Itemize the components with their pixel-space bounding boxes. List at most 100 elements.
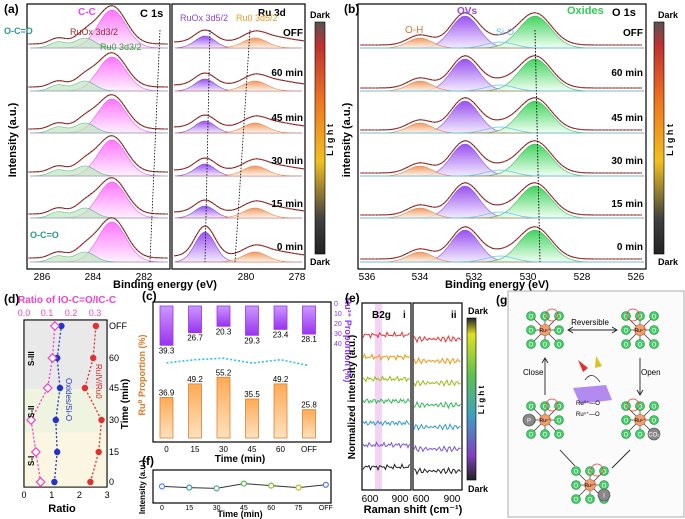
c1s-envelope (28, 217, 168, 259)
raman-line-ii (413, 400, 461, 410)
ruox-annotation: RuOx 3d3/2 (70, 27, 118, 37)
d-ylabel: Time (min) (120, 379, 131, 429)
g-ru-label: Ruⁿ⁺ (540, 418, 551, 424)
f-x-tick: OFF (319, 505, 333, 512)
a-time-label: 45 min (271, 113, 303, 124)
d-point (95, 448, 102, 456)
e-colorbar-light: L i g h t (477, 386, 486, 415)
g-reversible: Reversible (571, 318, 609, 327)
d-y-tick: OFF (109, 321, 127, 331)
d-point (56, 384, 64, 392)
g-oxygen-label: O (543, 315, 548, 321)
c-ylabel-left: Ru⁰ Proportion (%) (137, 335, 147, 416)
f-x-tick: 45 (240, 505, 248, 512)
f-x-tick: 30 (213, 505, 221, 512)
c1s-fit (28, 135, 168, 173)
g-oxygen-atom (635, 339, 645, 349)
b-colorbar (653, 21, 665, 255)
ru0-bar-label: 36.9 (159, 388, 175, 397)
oco-peak (30, 165, 168, 177)
e-sub-i: i (403, 310, 406, 321)
d-y-tick: 45 (109, 383, 119, 393)
b-ylabel: intensity (a.u.) (341, 102, 353, 177)
panel-b: (b) O 1s OVs Oxides O-H Si-O OFF 60 min 45… (341, 2, 679, 291)
ru3-bar (188, 305, 202, 334)
g-oxygen-label: O (638, 433, 643, 439)
ru3-bar (245, 305, 259, 336)
g-oxygen-label: O (652, 419, 657, 425)
g-oxygen-label: O (652, 315, 657, 321)
c1s-frame (26, 3, 171, 270)
b2g-label: B2g (372, 310, 391, 321)
ru0-peak (175, 165, 302, 177)
oco-peak (30, 251, 168, 263)
a-time-label: 15 min (271, 199, 303, 210)
ru3d-fit (173, 72, 305, 86)
g-oxygen-atom (649, 401, 659, 411)
g-oxygen-atom (526, 401, 536, 411)
o1s-fit (360, 226, 642, 260)
d-point (52, 416, 59, 424)
g-oxygen-atom (526, 429, 536, 439)
d-y-tick: 30 (109, 415, 119, 425)
g-oxygen-label: O (557, 419, 562, 425)
d-y-ticks: OFF 60 45 30 15 0 (109, 321, 127, 487)
f-point (295, 484, 302, 491)
e-xlabel: Raman shift (cm⁻¹) (364, 504, 463, 516)
o1s-envelope (360, 55, 642, 89)
raman-line-ii (413, 422, 461, 432)
g-adsorbate (597, 488, 611, 502)
f-frame (152, 469, 332, 504)
ru-guide-2 (234, 29, 251, 263)
d-ru-series-label: RuIV/Ru0 (94, 364, 103, 399)
c-right-tick: 10 (334, 311, 342, 318)
panel-e-label: (e) (345, 291, 360, 305)
g-oxygen-label: O (557, 329, 562, 335)
g-vacancy (626, 308, 640, 322)
raman-line-i (362, 441, 410, 449)
oxides-annotation: Oxides (567, 5, 604, 17)
raman-line-i (362, 352, 410, 362)
g-arrowhead (541, 357, 549, 364)
g-oxygen-atom (571, 466, 581, 476)
b-x-tick: 532 (466, 272, 483, 283)
panel-c: (c) 36.9 39.3 49.2 26.7 55.2 20.3 35.5 29.3 49.2… (137, 289, 353, 465)
g-close: Close (523, 368, 544, 377)
g-ru-atom (539, 324, 551, 336)
g-oxygen-label: O (529, 315, 534, 321)
a-colorbar-top: Dark (310, 10, 331, 20)
g-oxygen-label: O (543, 405, 548, 411)
o1s-guide (534, 29, 541, 263)
ru0-bar-label: 49.2 (273, 375, 289, 384)
d-point (54, 448, 61, 456)
o1s-envelope (360, 182, 642, 216)
raman-line-ii (413, 356, 461, 366)
c1s-fit (28, 52, 168, 88)
c-x-ticks: 0 15 30 45 60 OFF (164, 445, 317, 454)
ru0-bar-label: 55.2 (216, 368, 232, 377)
g-oxygen-label: O (543, 343, 548, 349)
ru3-bar (159, 305, 174, 346)
ru3d-frame (171, 3, 306, 270)
ru3-bar-label: 23.4 (273, 330, 289, 339)
o1s-fit (360, 12, 642, 46)
panel-b-label: (b) (344, 2, 359, 16)
g-adsorbate (647, 427, 661, 441)
o1s-component (360, 143, 644, 177)
g-oxygen-label: O (557, 343, 562, 349)
a-x-tick: 282 (136, 272, 153, 283)
sio-component (360, 211, 642, 219)
g-ru-label: Ruⁿ⁺ (585, 483, 596, 489)
c-right-ticks: 0 10 20 30 40 (334, 301, 342, 348)
g-oxygen-label: O (624, 329, 629, 335)
c-right-tick: 30 (334, 331, 342, 338)
ru3d-fit (173, 29, 305, 43)
d-stage-iii: S-III (27, 351, 36, 366)
oh-annotation: O-H (405, 25, 423, 36)
c-plot: 36.9 39.3 49.2 26.7 55.2 20.3 35.5 29.3 49.2 23.4… (159, 305, 317, 439)
d-stage-iii-band (24, 320, 107, 389)
ru0-bar-label: 35.5 (244, 390, 260, 399)
g-vacancy (545, 398, 559, 412)
b-time-label: 60 min (611, 68, 643, 79)
d-plot (26, 320, 105, 488)
